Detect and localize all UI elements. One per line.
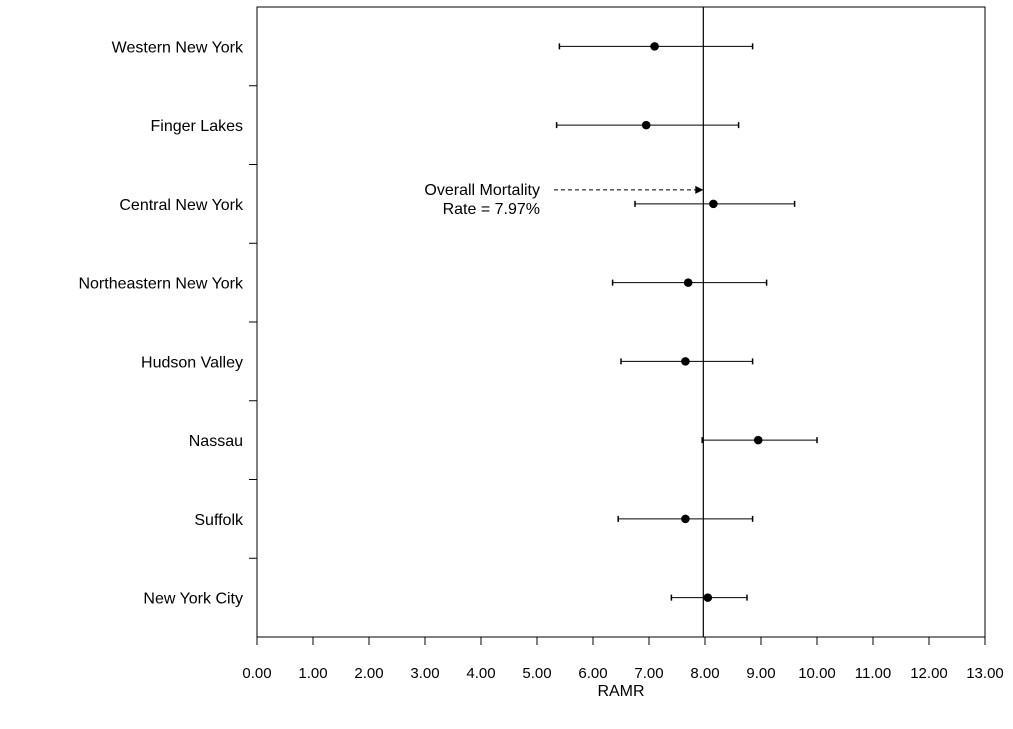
plot-frame (256, 6, 986, 638)
annotation-line-1: Overall Mortality (424, 182, 540, 199)
data-point (681, 514, 690, 524)
y-category-label: New York City (143, 591, 243, 608)
data-point (681, 357, 690, 366)
x-tick-label: 5.00 (522, 665, 551, 682)
y-category-label: Northeastern New York (78, 276, 244, 293)
data-point (641, 120, 651, 130)
data-series (555, 42, 818, 602)
x-tick-label: 8.00 (690, 665, 719, 682)
x-tick-label: 9.00 (746, 665, 775, 682)
x-axis-label: RAMR (597, 683, 644, 700)
annotation-arrowhead (695, 185, 704, 194)
reference-line-group: Overall Mortality Rate = 7.97% (424, 7, 704, 637)
data-point (650, 42, 659, 51)
data-point (703, 593, 713, 602)
x-tick-label: 2.00 (354, 665, 383, 682)
data-point (709, 199, 718, 209)
x-tick-label: 0.00 (242, 665, 271, 682)
x-tick-label: 4.00 (466, 665, 495, 682)
x-axis: 0.00 1.00 2.00 3.00 4.00 5.00 6.00 7.00 8.00 9.00… (242, 637, 1004, 682)
data-point (683, 278, 693, 287)
x-tick-label: 12.00 (910, 665, 948, 682)
x-tick-label: 6.00 (578, 665, 607, 682)
x-tick-label: 3.00 (410, 665, 439, 682)
y-category-label: Nassau (189, 433, 243, 450)
x-tick-label: 10.00 (798, 665, 836, 682)
y-category-label: Suffolk (194, 512, 244, 529)
y-category-label: Central New York (119, 197, 244, 214)
x-tick-label: 11.00 (855, 665, 891, 682)
x-tick-label: 1.00 (298, 665, 327, 682)
data-point (753, 435, 763, 445)
y-category-label: Western New York (112, 39, 244, 56)
y-category-label: Finger Lakes (151, 118, 244, 135)
y-category-label: Hudson Valley (141, 354, 243, 371)
x-tick-label: 13.00 (966, 665, 1004, 682)
x-tick-label: 7.00 (634, 665, 663, 682)
y-axis: Western New York Finger Lakes Central New … (78, 39, 257, 608)
annotation-line-2: Rate = 7.97% (443, 201, 540, 218)
